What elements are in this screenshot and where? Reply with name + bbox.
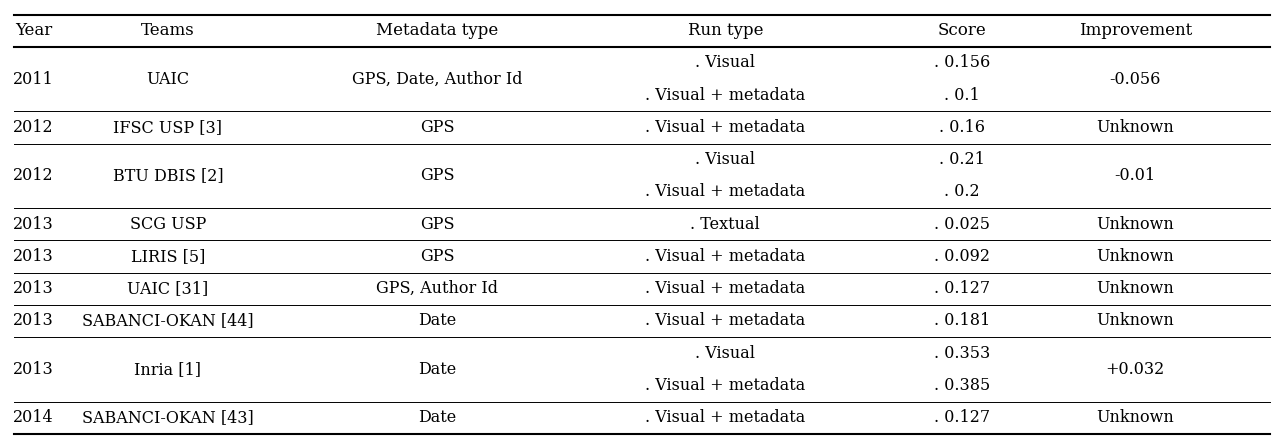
Text: Date: Date — [417, 313, 456, 329]
Text: 2012: 2012 — [13, 167, 54, 184]
Text: Unknown: Unknown — [1097, 119, 1174, 136]
Text: 2011: 2011 — [13, 71, 54, 87]
Text: 2013: 2013 — [13, 280, 54, 297]
Text: Unknown: Unknown — [1097, 409, 1174, 426]
Text: . 0.025: . 0.025 — [935, 216, 990, 233]
Text: GPS: GPS — [420, 119, 455, 136]
Text: . 0.21: . 0.21 — [940, 151, 985, 168]
Text: . 0.092: . 0.092 — [935, 248, 990, 265]
Text: Run type: Run type — [687, 22, 763, 39]
Text: UAIC [31]: UAIC [31] — [127, 280, 208, 297]
Text: Unknown: Unknown — [1097, 216, 1174, 233]
Text: 2012: 2012 — [13, 119, 54, 136]
Text: . 0.127: . 0.127 — [935, 409, 990, 426]
Text: Unknown: Unknown — [1097, 280, 1174, 297]
Text: GPS: GPS — [420, 167, 455, 184]
Text: Teams: Teams — [141, 22, 195, 39]
Text: +0.032: +0.032 — [1106, 361, 1165, 378]
Text: -0.056: -0.056 — [1109, 71, 1161, 87]
Text: Unknown: Unknown — [1097, 248, 1174, 265]
Text: 2014: 2014 — [13, 409, 54, 426]
Text: . 0.127: . 0.127 — [935, 280, 990, 297]
Text: GPS, Author Id: GPS, Author Id — [376, 280, 498, 297]
Text: SCG USP: SCG USP — [130, 216, 207, 233]
Text: . Visual + metadata: . Visual + metadata — [645, 313, 805, 329]
Text: BTU DBIS [2]: BTU DBIS [2] — [113, 167, 223, 184]
Text: -0.01: -0.01 — [1115, 167, 1156, 184]
Text: . Visual + metadata: . Visual + metadata — [645, 280, 805, 297]
Text: Unknown: Unknown — [1097, 313, 1174, 329]
Text: . 0.181: . 0.181 — [935, 313, 990, 329]
Text: . 0.16: . 0.16 — [940, 119, 985, 136]
Text: SABANCI-OKAN [43]: SABANCI-OKAN [43] — [82, 409, 254, 426]
Text: 2013: 2013 — [13, 216, 54, 233]
Text: . Visual + metadata: . Visual + metadata — [645, 87, 805, 104]
Text: . Visual: . Visual — [695, 151, 755, 168]
Text: . 0.2: . 0.2 — [945, 183, 980, 200]
Text: . Visual: . Visual — [695, 55, 755, 71]
Text: . 0.1: . 0.1 — [945, 87, 980, 104]
Text: . Visual + metadata: . Visual + metadata — [645, 377, 805, 394]
Text: 2013: 2013 — [13, 248, 54, 265]
Text: Score: Score — [937, 22, 986, 39]
Text: Metadata type: Metadata type — [376, 22, 498, 39]
Text: Date: Date — [417, 361, 456, 378]
Text: Date: Date — [417, 409, 456, 426]
Text: Year: Year — [15, 22, 53, 39]
Text: . Visual + metadata: . Visual + metadata — [645, 183, 805, 200]
Text: . Visual + metadata: . Visual + metadata — [645, 409, 805, 426]
Text: . Visual: . Visual — [695, 345, 755, 362]
Text: LIRIS [5]: LIRIS [5] — [131, 248, 205, 265]
Text: . Textual: . Textual — [691, 216, 760, 233]
Text: Inria [1]: Inria [1] — [135, 361, 202, 378]
Text: . Visual + metadata: . Visual + metadata — [645, 119, 805, 136]
Text: . Visual + metadata: . Visual + metadata — [645, 248, 805, 265]
Text: GPS, Date, Author Id: GPS, Date, Author Id — [352, 71, 523, 87]
Text: 2013: 2013 — [13, 313, 54, 329]
Text: . 0.353: . 0.353 — [935, 345, 990, 362]
Text: UAIC: UAIC — [146, 71, 190, 87]
Text: GPS: GPS — [420, 216, 455, 233]
Text: IFSC USP [3]: IFSC USP [3] — [113, 119, 222, 136]
Text: . 0.156: . 0.156 — [935, 55, 990, 71]
Text: SABANCI-OKAN [44]: SABANCI-OKAN [44] — [82, 313, 254, 329]
Text: . 0.385: . 0.385 — [935, 377, 990, 394]
Text: Improvement: Improvement — [1079, 22, 1192, 39]
Text: GPS: GPS — [420, 248, 455, 265]
Text: 2013: 2013 — [13, 361, 54, 378]
